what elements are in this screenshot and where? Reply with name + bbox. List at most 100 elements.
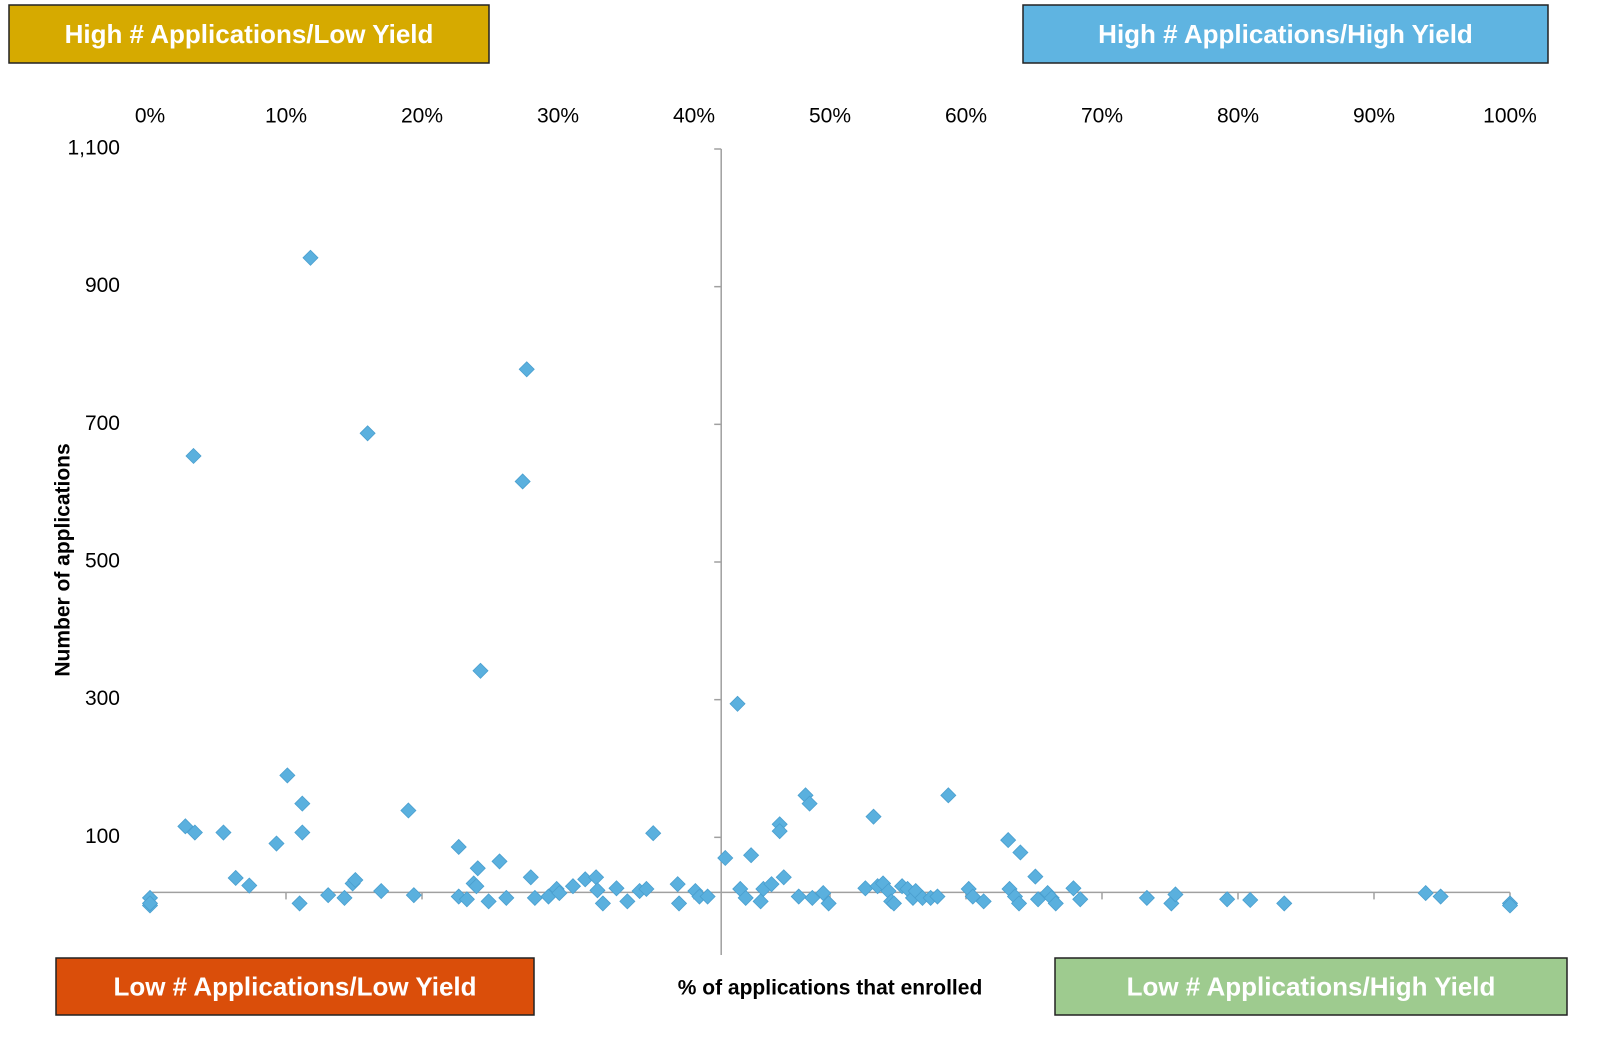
point: [940, 787, 957, 804]
point: [347, 871, 364, 889]
point: [518, 361, 535, 378]
point: [400, 802, 417, 819]
point: [336, 889, 353, 906]
point: [186, 824, 203, 841]
point: [804, 889, 821, 906]
point: [177, 818, 194, 835]
point: [1276, 895, 1293, 912]
point: [302, 249, 319, 266]
x-tick-label: 70%: [1081, 105, 1123, 128]
point: [771, 823, 788, 840]
x-tick-label: 100%: [1483, 105, 1537, 128]
point: [1219, 891, 1236, 908]
point: [717, 849, 734, 867]
point: [1000, 832, 1017, 849]
x-tick-label: 90%: [1353, 105, 1395, 128]
point: [1012, 844, 1029, 861]
x-tick-label: 80%: [1217, 105, 1259, 128]
y-tick-label: 1,100: [67, 137, 120, 160]
point: [964, 888, 981, 905]
point: [1010, 895, 1028, 912]
point: [865, 808, 882, 825]
point: [373, 882, 390, 900]
point: [294, 795, 311, 812]
point: [801, 795, 818, 812]
point: [594, 895, 611, 912]
point: [551, 885, 568, 902]
point: [737, 889, 754, 906]
point: [670, 895, 688, 912]
x-tick-label: 0%: [135, 105, 165, 128]
point: [522, 869, 539, 886]
point: [491, 853, 508, 870]
point: [241, 877, 258, 894]
point: [1432, 888, 1449, 905]
y-tick-label: 900: [85, 274, 120, 297]
point: [815, 885, 832, 902]
point: [141, 895, 159, 912]
point: [1072, 891, 1089, 908]
point: [472, 662, 489, 679]
point: [1065, 880, 1082, 897]
point: [619, 893, 636, 910]
x-tick-label: 30%: [537, 105, 579, 128]
y-tick-label: 700: [85, 412, 120, 435]
y-tick-label: 300: [85, 687, 120, 710]
x-tick-label: 20%: [401, 105, 443, 128]
y-axis-label: Number of applications: [52, 443, 75, 676]
point: [498, 889, 515, 906]
point: [790, 888, 807, 905]
point: [320, 887, 337, 904]
point: [279, 767, 296, 784]
point: [468, 878, 485, 895]
point: [268, 835, 285, 852]
point: [1167, 886, 1184, 903]
point: [608, 880, 625, 897]
quadrant-box: [1054, 957, 1568, 1016]
point: [775, 869, 792, 886]
point: [359, 425, 376, 442]
point: [1027, 868, 1044, 885]
point: [185, 447, 202, 465]
point: [638, 880, 655, 898]
point: [469, 860, 486, 877]
point: [589, 882, 606, 899]
point: [645, 825, 662, 842]
quadrant-label: High # Applications/High Yield: [1098, 19, 1473, 49]
point: [743, 847, 760, 864]
point: [820, 895, 837, 912]
point: [699, 888, 716, 905]
point: [564, 878, 582, 895]
y-tick-label: 100: [85, 825, 120, 848]
point: [514, 473, 531, 490]
quadrant-box: [1022, 4, 1549, 64]
quadrant-label: Low # Applications/High Yield: [1127, 971, 1496, 1001]
x-tick-label: 40%: [673, 105, 715, 128]
point: [729, 695, 746, 712]
quadrant-box: [55, 957, 535, 1016]
point: [763, 876, 780, 893]
point: [1417, 885, 1434, 902]
point: [215, 824, 232, 841]
point: [975, 893, 992, 910]
point: [1242, 891, 1259, 909]
point: [885, 895, 902, 912]
point: [857, 880, 874, 897]
x-tick-label: 10%: [265, 105, 307, 128]
quadrant-label: Low # Applications/Low Yield: [113, 971, 476, 1001]
y-tick-label: 500: [85, 550, 120, 573]
point: [669, 876, 686, 893]
x-tick-label: 60%: [945, 105, 987, 128]
point: [405, 887, 422, 904]
point: [458, 891, 475, 908]
point: [450, 838, 467, 856]
point: [480, 893, 497, 910]
point: [752, 893, 769, 910]
point: [1047, 895, 1064, 912]
point: [291, 895, 308, 912]
point: [1030, 891, 1047, 908]
quadrant-label: High # Applications/Low Yield: [65, 19, 434, 49]
point: [1501, 897, 1519, 914]
point: [227, 869, 244, 887]
